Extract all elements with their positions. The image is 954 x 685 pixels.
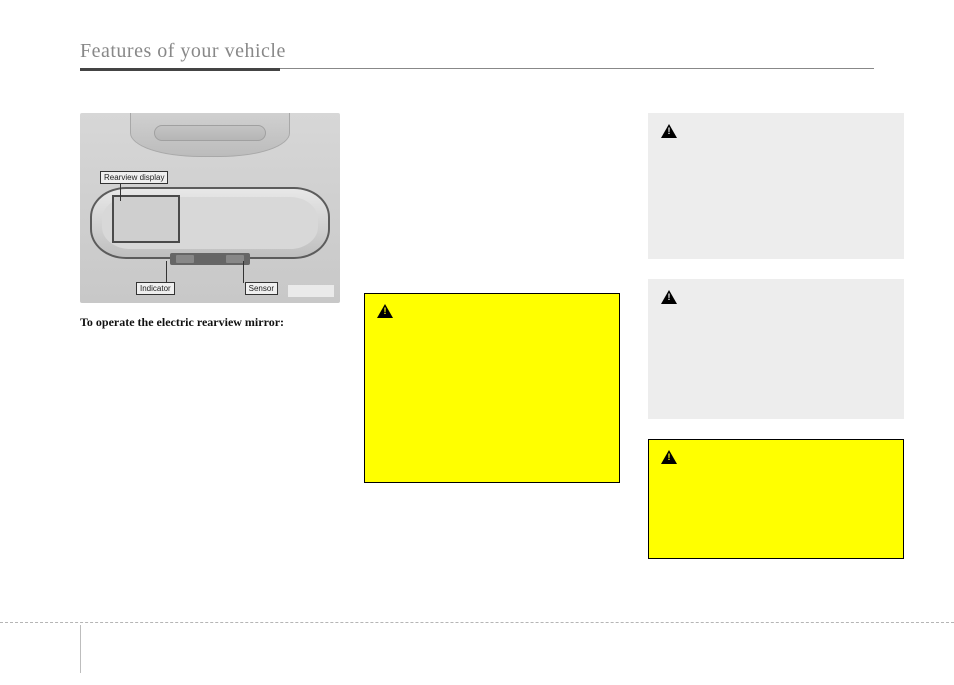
warning-box-1 — [364, 293, 620, 483]
figure-reference-box — [288, 285, 334, 297]
leader-sensor — [243, 261, 244, 283]
callout-indicator: Indicator — [136, 282, 175, 295]
manual-page: Features of your vehicle Rearview displa… — [0, 0, 954, 685]
column-1: Rearview display Indicator Sensor To ope… — [80, 113, 336, 559]
rearview-display-rect — [112, 195, 180, 243]
caution-box-2 — [648, 279, 904, 419]
column-3 — [648, 113, 904, 559]
page-title: Features of your vehicle — [80, 40, 904, 63]
caution-box-1 — [648, 113, 904, 259]
warning-icon — [377, 304, 393, 318]
page-header: Features of your vehicle — [80, 40, 904, 63]
callout-sensor: Sensor — [245, 282, 278, 295]
mirror-buttons — [170, 253, 250, 265]
warning-icon — [661, 450, 677, 464]
binder-mark — [80, 625, 81, 673]
leader-indicator — [166, 261, 167, 283]
warning-icon — [661, 124, 677, 138]
header-rule-bold — [80, 68, 280, 71]
rearview-mirror-figure: Rearview display Indicator Sensor — [80, 113, 340, 303]
content-columns: Rearview display Indicator Sensor To ope… — [80, 113, 904, 559]
leader-rearview — [120, 183, 121, 201]
footer-dashed-rule — [0, 622, 954, 623]
callout-rearview: Rearview display — [100, 171, 168, 184]
ceiling-console — [130, 113, 290, 157]
column-2 — [364, 113, 620, 559]
warning-icon — [661, 290, 677, 304]
warning-box-2 — [648, 439, 904, 559]
operate-subhead: To operate the electric rearview mirror: — [80, 315, 336, 330]
